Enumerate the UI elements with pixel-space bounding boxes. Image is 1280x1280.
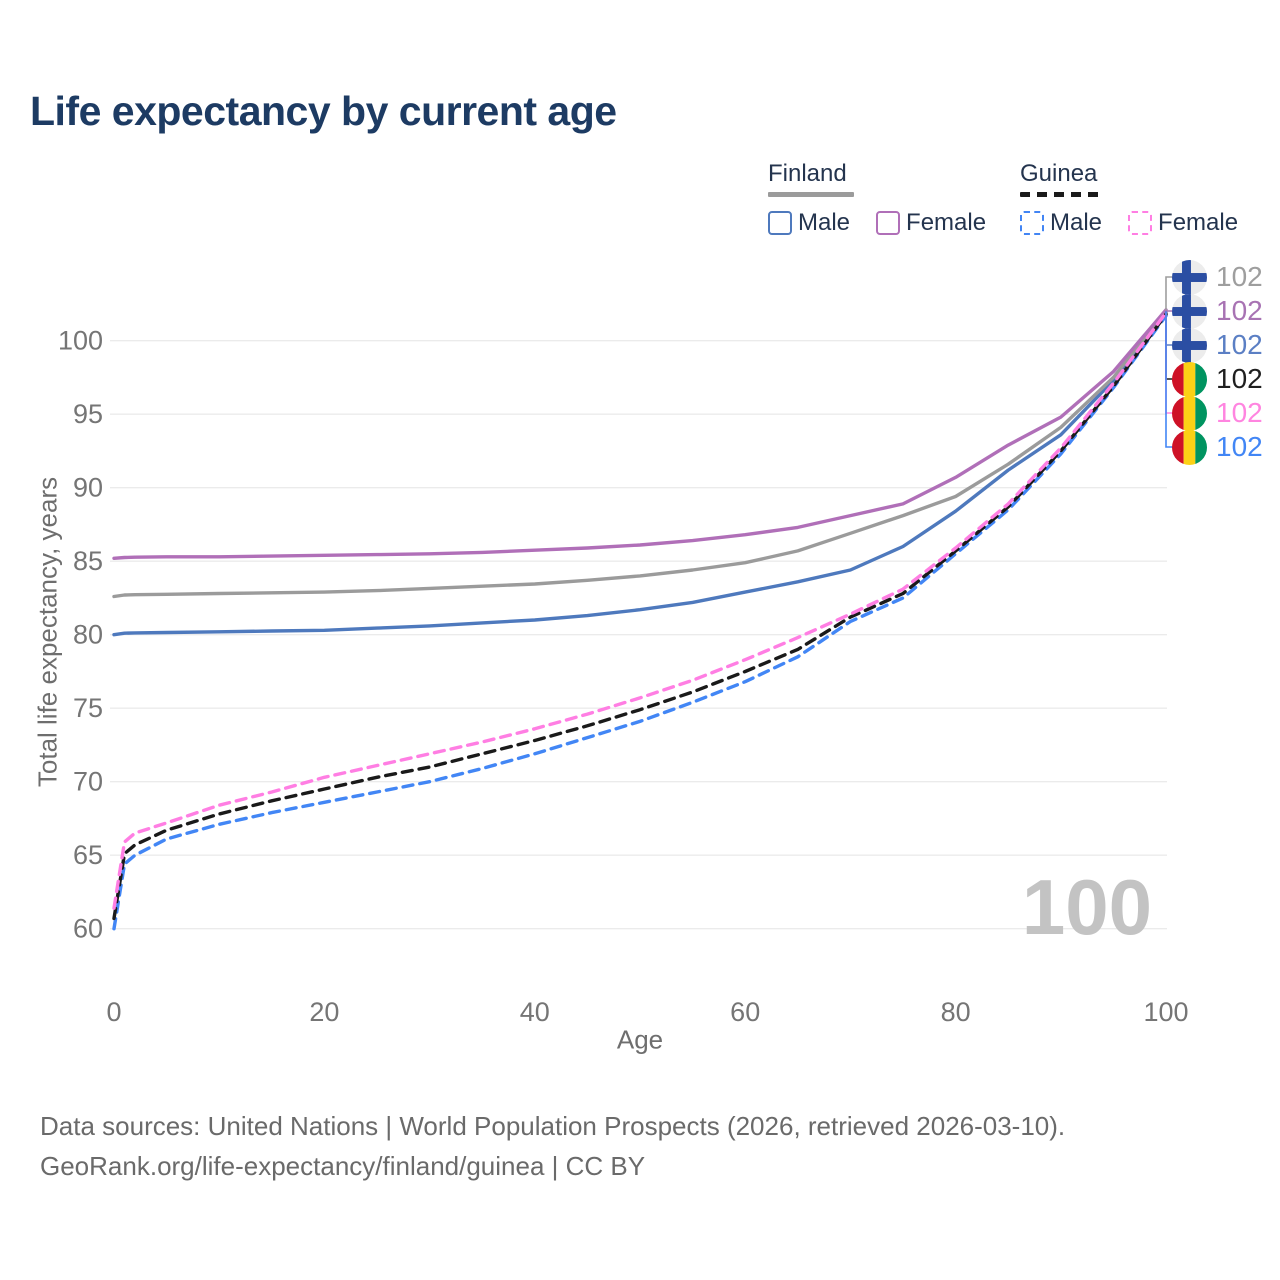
y-tick-label-65: 65 bbox=[73, 840, 103, 870]
legend-item-label: Female bbox=[1158, 209, 1239, 236]
x-tick-label-40: 40 bbox=[520, 997, 550, 1027]
end-label-row-guinea-total: 102 bbox=[1172, 361, 1263, 397]
guinea-flag-icon bbox=[1172, 361, 1207, 397]
y-tick-label-70: 70 bbox=[73, 767, 103, 797]
series-line-finland-male[interactable] bbox=[112, 311, 1168, 637]
checkbox-icon[interactable] bbox=[1020, 211, 1044, 235]
finland-flag-icon bbox=[1172, 259, 1207, 295]
x-tick-label-60: 60 bbox=[730, 997, 760, 1027]
legend-item-guinea-male[interactable]: Male bbox=[1020, 209, 1102, 237]
end-label-row-finland-female: 102 bbox=[1172, 293, 1263, 329]
legend-item-label: Female bbox=[906, 209, 987, 236]
guinea-flag-icon bbox=[1172, 429, 1207, 465]
legend-item-guinea-female[interactable]: Female bbox=[1128, 209, 1238, 237]
y-tick-label-85: 85 bbox=[73, 546, 103, 576]
end-value-label: 102 bbox=[1216, 363, 1263, 394]
y-tick-label-75: 75 bbox=[73, 693, 103, 723]
end-value-label: 102 bbox=[1216, 397, 1263, 428]
legend-item-finland-female[interactable]: Female bbox=[876, 209, 986, 237]
end-label-row-finland-male: 102 bbox=[1172, 327, 1263, 363]
x-tick-label-20: 20 bbox=[309, 997, 339, 1027]
checkbox-icon[interactable] bbox=[876, 211, 901, 235]
finland-line-swatch bbox=[768, 192, 854, 197]
end-value-label: 102 bbox=[1216, 431, 1263, 462]
legend-item-label: Male bbox=[798, 209, 851, 236]
x-tick-label-0: 0 bbox=[106, 997, 121, 1027]
series-line-guinea-female[interactable] bbox=[112, 311, 1168, 910]
legend-group-finland: Finland Male Female bbox=[768, 160, 986, 237]
footer: Data sources: United Nations | World Pop… bbox=[40, 1106, 1065, 1186]
legend-item-label: Male bbox=[1050, 209, 1103, 236]
footer-attribution: GeoRank.org/life-expectancy/finland/guin… bbox=[40, 1151, 646, 1181]
checkbox-icon[interactable] bbox=[768, 211, 792, 235]
x-tick-label-100: 100 bbox=[1143, 997, 1188, 1027]
series-line-finland-female[interactable] bbox=[112, 308, 1168, 560]
legend-group-guinea: Guinea Male Female bbox=[1020, 160, 1238, 237]
y-axis-title: Total life expectancy, years bbox=[32, 476, 63, 788]
guinea-line-swatch bbox=[1020, 192, 1104, 197]
legend-header-finland: Finland bbox=[768, 160, 847, 187]
end-value-label: 102 bbox=[1216, 261, 1263, 292]
y-tick-label-60: 60 bbox=[73, 914, 103, 944]
end-value-label: 102 bbox=[1216, 329, 1263, 360]
x-axis-title: Age bbox=[616, 1024, 664, 1055]
series-line-guinea-male[interactable] bbox=[112, 314, 1168, 931]
x-tick-label-80: 80 bbox=[941, 997, 971, 1027]
finland-flag-icon bbox=[1172, 327, 1207, 363]
end-label-row-finland-total: 102 bbox=[1172, 259, 1263, 295]
guinea-flag-icon bbox=[1172, 395, 1207, 431]
footer-data-sources: Data sources: United Nations | World Pop… bbox=[40, 1111, 1066, 1141]
y-tick-label-100: 100 bbox=[58, 326, 103, 356]
legend-header-guinea: Guinea bbox=[1020, 160, 1098, 187]
legend-item-finland-male[interactable]: Male bbox=[768, 209, 850, 237]
end-label-row-guinea-female: 102 bbox=[1172, 395, 1263, 431]
end-label-row-guinea-male: 102 bbox=[1172, 429, 1263, 465]
age-counter-watermark: 100 bbox=[1021, 863, 1152, 951]
end-value-label: 102 bbox=[1216, 295, 1263, 326]
series-line-finland-total[interactable] bbox=[112, 309, 1168, 599]
y-tick-label-90: 90 bbox=[73, 473, 103, 503]
y-tick-label-95: 95 bbox=[73, 399, 103, 429]
series-line-guinea-total[interactable] bbox=[112, 312, 1168, 921]
page-title: Life expectancy by current age bbox=[30, 88, 617, 134]
y-tick-label-80: 80 bbox=[73, 620, 103, 650]
finland-flag-icon bbox=[1172, 293, 1207, 329]
checkbox-icon[interactable] bbox=[1128, 211, 1153, 235]
